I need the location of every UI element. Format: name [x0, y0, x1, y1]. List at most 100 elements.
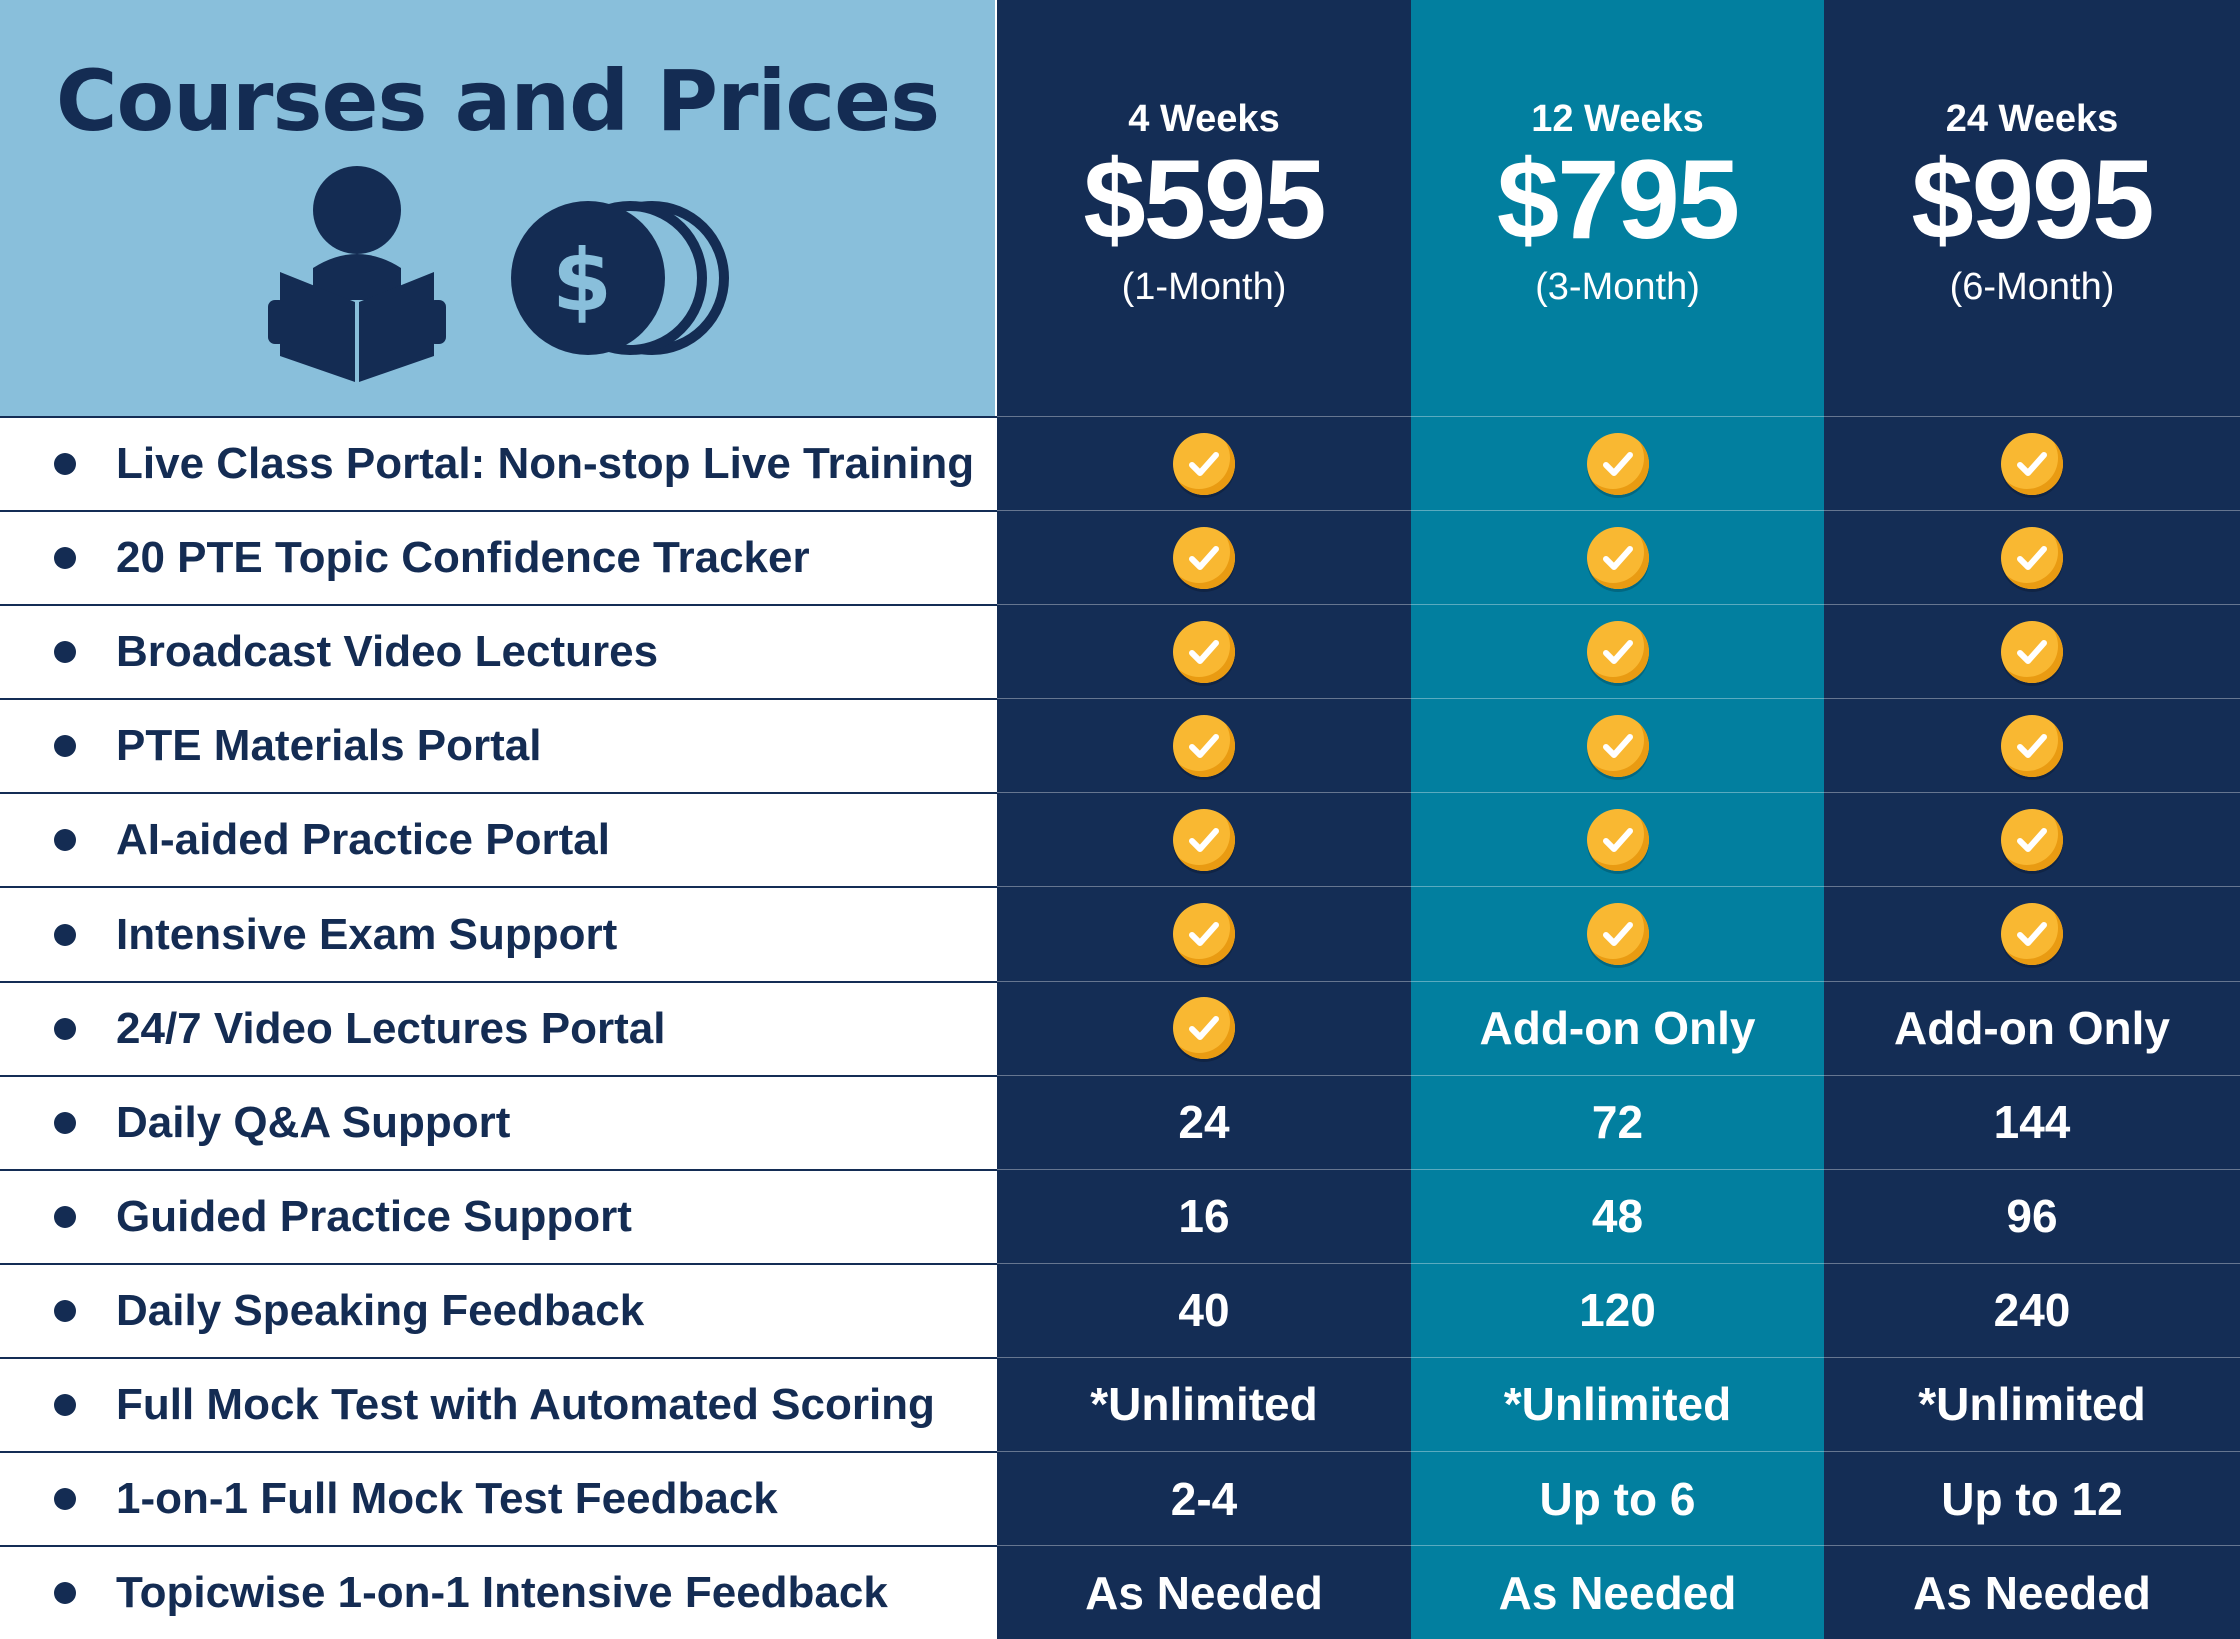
cell-value: Add-on Only — [1894, 1002, 2170, 1055]
table-cell: 16 — [997, 1168, 1411, 1263]
check-icon — [1586, 432, 1649, 495]
check-icon — [2001, 903, 2063, 966]
check-icon — [1586, 903, 1649, 966]
cell-value: Add-on Only — [1479, 1002, 1756, 1055]
table-cell: Add-on Only — [1824, 980, 2240, 1075]
header-panel: Courses and Prices $ — [0, 0, 997, 416]
table-cell: As Needed — [997, 1545, 1411, 1639]
table-cell: *Unlimited — [997, 1356, 1411, 1452]
feature-label: 24/7 Video Lectures Portal — [116, 1003, 666, 1053]
cell-value: Up to 12 — [1941, 1472, 2123, 1525]
plan-duration: 12 Weeks — [1531, 98, 1704, 140]
bullet-icon — [54, 641, 76, 664]
table-cell: 40 — [997, 1262, 1411, 1357]
feature-row-label: AI-aided Practice Portal — [0, 792, 997, 887]
check-icon — [1586, 620, 1649, 683]
check-icon — [2001, 526, 2063, 589]
plan-price: $995 — [1911, 137, 2154, 262]
plan-price: $795 — [1496, 137, 1740, 262]
bullet-icon — [54, 1299, 76, 1322]
table-cell: 240 — [1824, 1262, 2240, 1357]
cell-value: *Unlimited — [1090, 1378, 1318, 1431]
table-cell: 96 — [1824, 1168, 2240, 1263]
bullet-icon — [54, 829, 76, 852]
plan-header-1: 4 Weeks $595 (1-Month) — [997, 0, 1411, 416]
bullet-icon — [54, 735, 76, 758]
feature-label: 1-on-1 Full Mock Test Feedback — [116, 1474, 778, 1524]
svg-text:$: $ — [552, 231, 612, 331]
plan-header-2: 12 Weeks $795 (3-Month) — [1411, 0, 1824, 416]
feature-label: AI-aided Practice Portal — [116, 815, 610, 865]
table-cell — [1824, 886, 2240, 981]
feature-label: Intensive Exam Support — [116, 909, 618, 959]
cell-value: 16 — [1178, 1190, 1230, 1243]
table-cell: 2-4 — [997, 1451, 1411, 1546]
cell-value: 2-4 — [1170, 1472, 1238, 1525]
bullet-icon — [54, 1017, 76, 1040]
cell-value: 240 — [1993, 1284, 2071, 1337]
plan-header-3: 24 Weeks $995 (6-Month) — [1824, 0, 2240, 416]
table-cell — [997, 792, 1411, 887]
bullet-icon — [54, 547, 76, 570]
table-cell: 120 — [1411, 1262, 1824, 1357]
table-cell — [997, 886, 1411, 981]
table-cell — [1411, 792, 1824, 887]
check-icon — [1586, 714, 1649, 777]
feature-label: Topicwise 1-on-1 Intensive Feedback — [116, 1568, 888, 1618]
table-cell: Up to 6 — [1411, 1451, 1824, 1546]
bullet-icon — [54, 1393, 76, 1416]
bullet-icon — [54, 1582, 76, 1605]
plan-period: (6-Month) — [1949, 266, 2115, 308]
feature-row-label: Daily Speaking Feedback — [0, 1262, 997, 1357]
feature-row-label: 1-on-1 Full Mock Test Feedback — [0, 1451, 997, 1546]
check-icon — [2001, 620, 2063, 683]
plan-period: (3-Month) — [1535, 266, 1700, 308]
cell-value: As Needed — [1085, 1566, 1323, 1619]
cell-value: *Unlimited — [1503, 1378, 1732, 1431]
check-icon — [1173, 997, 1235, 1060]
feature-row-label: Guided Practice Support — [0, 1168, 997, 1263]
bullet-icon — [54, 1111, 76, 1134]
table-cell — [997, 980, 1411, 1075]
feature-label: Live Class Portal: Non-stop Live Trainin… — [116, 439, 975, 489]
cell-value: *Unlimited — [1918, 1378, 2146, 1431]
cell-value: As Needed — [1498, 1566, 1737, 1619]
plan-period: (1-Month) — [1121, 266, 1287, 308]
plan-duration: 24 Weeks — [1945, 98, 2119, 140]
bullet-icon — [54, 1205, 76, 1228]
table-cell — [997, 510, 1411, 605]
check-icon — [1586, 808, 1649, 871]
table-cell: *Unlimited — [1411, 1356, 1824, 1452]
cell-value: Up to 6 — [1539, 1472, 1696, 1525]
cell-value: 144 — [1993, 1096, 2071, 1149]
table-cell: 144 — [1824, 1074, 2240, 1169]
feature-row-label: Live Class Portal: Non-stop Live Trainin… — [0, 416, 997, 511]
feature-row-label: Full Mock Test with Automated Scoring — [0, 1356, 997, 1452]
bullet-icon — [54, 453, 76, 476]
check-icon — [2001, 432, 2063, 495]
feature-label: Broadcast Video Lectures — [116, 627, 659, 677]
table-cell — [1824, 604, 2240, 699]
table-cell — [997, 698, 1411, 793]
cell-value: 96 — [2006, 1190, 2058, 1243]
feature-label: Daily Speaking Feedback — [116, 1285, 645, 1335]
table-cell: 24 — [997, 1074, 1411, 1169]
table-cell — [1824, 510, 2240, 605]
header-icons: $ — [268, 166, 729, 382]
person-reading-book-icon — [268, 166, 446, 382]
check-icon — [2001, 808, 2063, 871]
table-cell: Up to 12 — [1824, 1451, 2240, 1546]
cell-value: 72 — [1591, 1096, 1644, 1149]
cell-value: 120 — [1579, 1284, 1656, 1337]
feature-label: Full Mock Test with Automated Scoring — [116, 1379, 935, 1429]
cell-value: 40 — [1178, 1284, 1230, 1337]
feature-row-label: PTE Materials Portal — [0, 698, 997, 793]
table-cell — [997, 604, 1411, 699]
feature-row-label: Broadcast Video Lectures — [0, 604, 997, 699]
check-icon — [1173, 620, 1235, 683]
check-icon — [1173, 526, 1235, 589]
cell-value: 48 — [1591, 1190, 1644, 1243]
dollar-coins-icon: $ — [511, 201, 729, 355]
check-icon — [2001, 714, 2063, 777]
table-cell — [1411, 604, 1824, 699]
